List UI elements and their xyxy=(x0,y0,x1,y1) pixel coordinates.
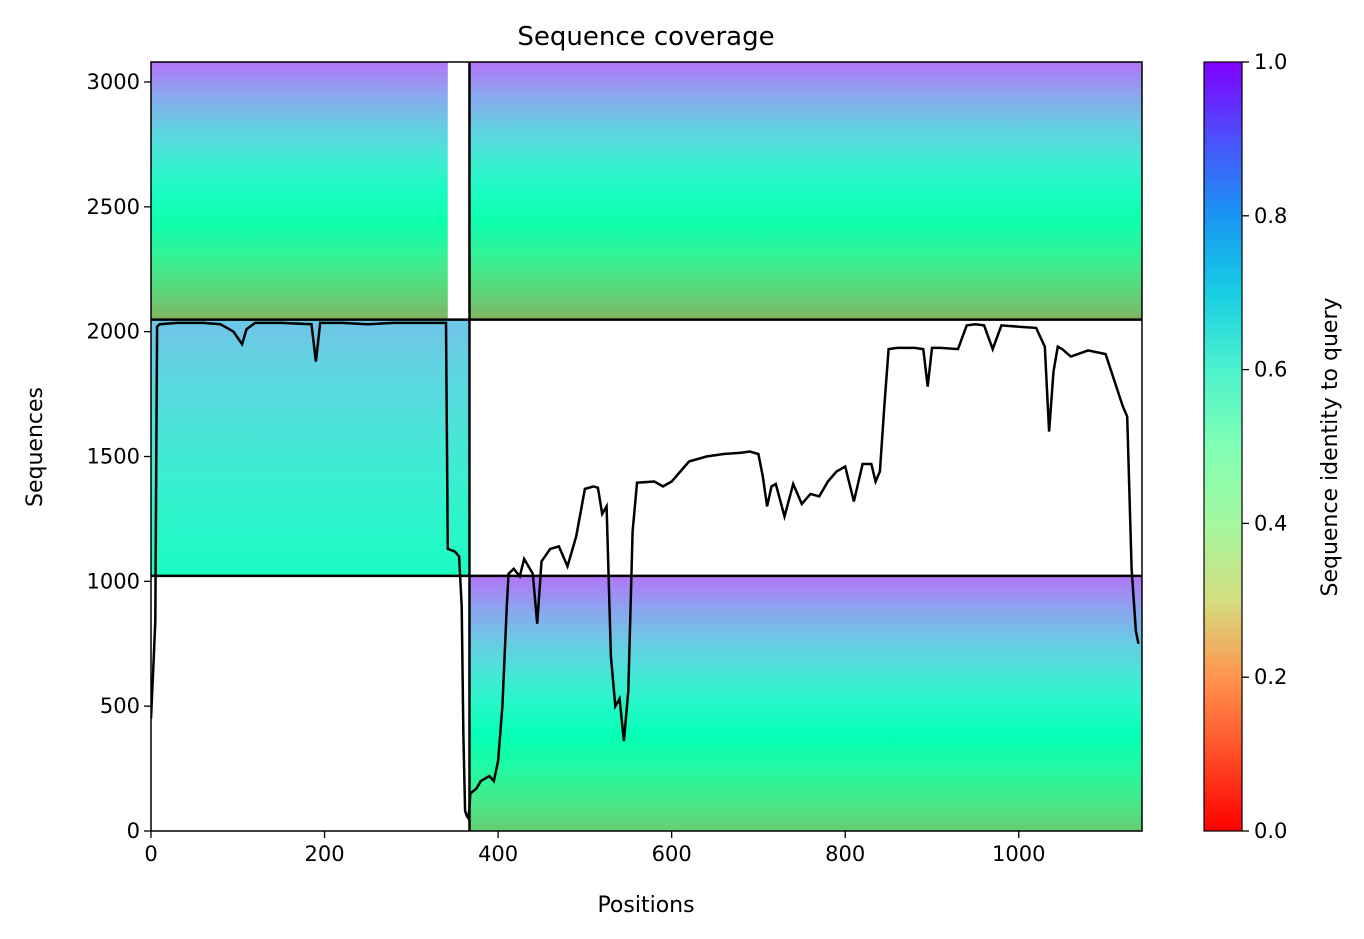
plot-frame xyxy=(150,61,1143,832)
heatmap-block xyxy=(469,62,1142,320)
heatmap-block xyxy=(151,319,470,576)
y-axis-label: Sequences xyxy=(23,387,48,507)
colorbar-tick-label: 1.0 xyxy=(1254,50,1287,74)
x-tick-label: 800 xyxy=(825,842,865,866)
x-axis-label: Positions xyxy=(597,893,694,918)
y-tick-label: 500 xyxy=(100,694,140,718)
heatmap-block xyxy=(469,575,1142,831)
chart-title: Sequence coverage xyxy=(517,22,774,52)
colorbar-tick-label: 0.6 xyxy=(1254,358,1287,382)
colorbar-tick-label: 0.4 xyxy=(1254,511,1287,535)
colorbar xyxy=(1203,61,1243,832)
colorbar-label: Sequence identity to query xyxy=(1318,297,1343,596)
y-tick-label: 2000 xyxy=(87,320,140,344)
x-tick-label: 0 xyxy=(144,842,157,866)
colorbar-tick-label: 0.2 xyxy=(1254,665,1287,689)
x-tick-label: 200 xyxy=(305,842,345,866)
coverage-line xyxy=(151,321,1140,823)
y-tick-label: 2500 xyxy=(87,195,140,219)
heatmap-block xyxy=(151,62,448,320)
y-tick-label: 1500 xyxy=(87,444,140,468)
x-tick-label: 1000 xyxy=(992,842,1045,866)
plot-area xyxy=(151,62,1142,831)
y-tick-label: 0 xyxy=(127,819,140,843)
x-tick-label: 400 xyxy=(478,842,518,866)
colorbar-tick-label: 0.8 xyxy=(1254,204,1287,228)
colorbar-tick-label: 0.0 xyxy=(1254,819,1287,843)
y-tick-label: 1000 xyxy=(87,569,140,593)
y-tick-label: 3000 xyxy=(87,70,140,94)
x-tick-label: 600 xyxy=(652,842,692,866)
